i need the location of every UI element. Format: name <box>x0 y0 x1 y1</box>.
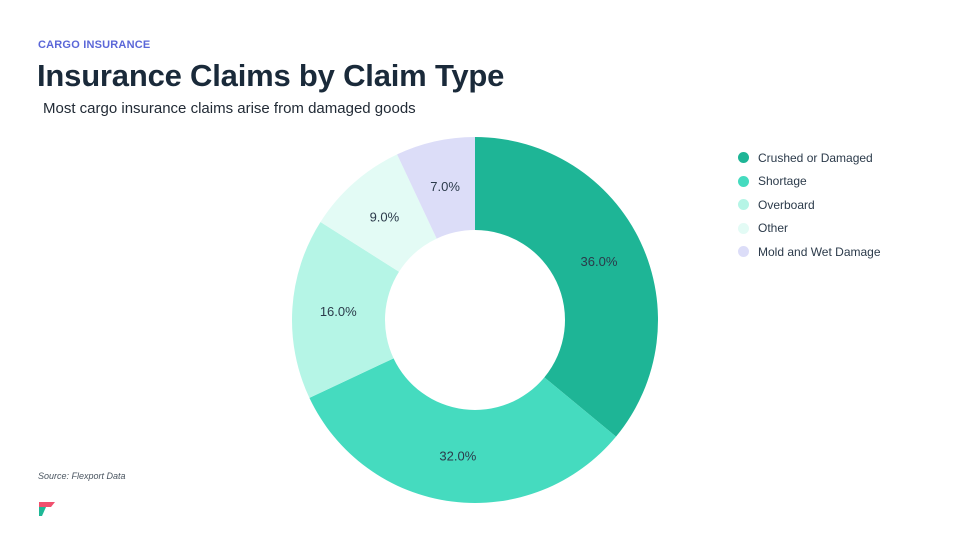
legend-label: Crushed or Damaged <box>758 150 873 165</box>
source-note: Source: Flexport Data <box>38 471 126 481</box>
legend-label: Shortage <box>758 174 807 189</box>
flexport-logo-icon <box>39 502 55 516</box>
donut-slice-4 <box>397 137 475 239</box>
eyebrow-label: CARGO INSURANCE <box>38 39 151 51</box>
donut-slice-3 <box>320 154 437 272</box>
slice-value-label-2: 16.0% <box>320 304 357 319</box>
donut-slice-2 <box>291 221 400 398</box>
legend-swatch <box>738 152 749 164</box>
legend-label: Mold and Wet Damage <box>758 244 881 259</box>
legend-swatch <box>738 175 749 187</box>
chart-subtitle: Most cargo insurance claims arise from d… <box>43 100 416 117</box>
legend-item: Crushed or Damaged <box>738 146 881 170</box>
legend-swatch <box>738 246 749 258</box>
legend-swatch <box>738 199 749 211</box>
legend-label: Overboard <box>758 197 815 212</box>
slice-value-label-3: 9.0% <box>370 210 400 225</box>
chart-title: Insurance Claims by Claim Type <box>37 58 505 93</box>
legend-item: Overboard <box>738 193 881 217</box>
slice-value-label-0: 36.0% <box>581 254 618 269</box>
legend-item: Mold and Wet Damage <box>738 240 881 264</box>
legend-item: Other <box>738 217 881 241</box>
slice-value-label-4: 7.0% <box>430 179 460 194</box>
legend-item: Shortage <box>738 170 881 194</box>
legend-label: Other <box>758 221 789 236</box>
donut-slice-0 <box>475 137 658 437</box>
slice-value-label-1: 32.0% <box>439 448 476 463</box>
chart-legend: Crushed or Damaged Shortage Overboard Other… <box>738 146 881 264</box>
legend-swatch <box>738 222 749 234</box>
donut-slice-1 <box>309 358 617 503</box>
